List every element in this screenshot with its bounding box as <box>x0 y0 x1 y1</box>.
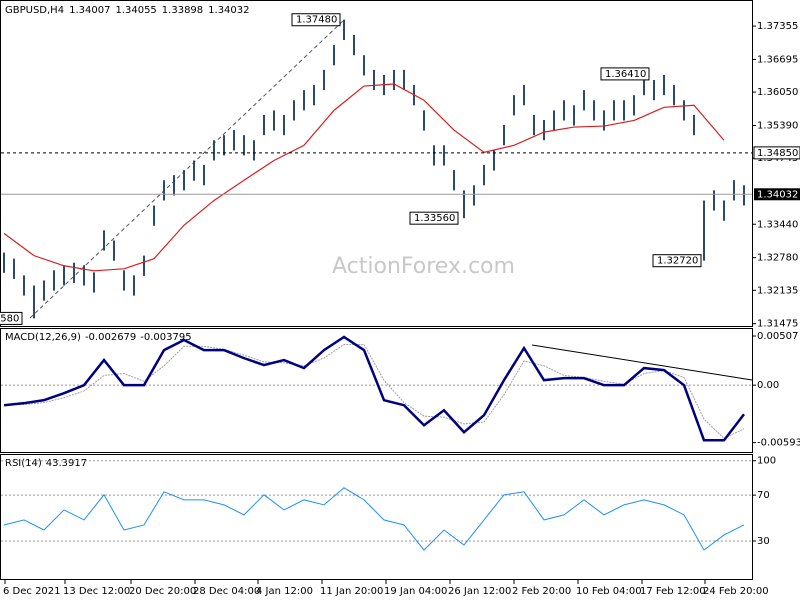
annotation-label: 1.36410 <box>605 69 646 80</box>
y-tick-label: 1.32135 <box>757 285 798 296</box>
x-tick-label: 19 Jan 04:00 <box>384 586 447 597</box>
line <box>3 83 725 272</box>
y-tick-label: 1.37355 <box>757 21 798 32</box>
level-label: 1.34850 <box>757 148 798 159</box>
annotation-box <box>652 254 702 268</box>
readout-value: 43.3917 <box>46 458 87 469</box>
y-tick-label: -0.00593 <box>757 438 800 449</box>
last-price-box <box>754 188 800 201</box>
y-tick-label: 70 <box>757 490 770 501</box>
annotation-label: 1.37480 <box>296 15 337 26</box>
annotation-box <box>0 311 23 325</box>
quote-value: 1.34007 <box>69 5 110 16</box>
price-panel <box>0 0 753 327</box>
x-tick-label: 24 Feb 20:00 <box>703 586 769 597</box>
y-tick-label: 1.31475 <box>757 319 798 330</box>
y-tick-label: 0.00507 <box>757 331 798 342</box>
line <box>3 335 745 442</box>
rsi-header: RSI(14) 43.3917 <box>5 458 87 469</box>
x-tick-label: 13 Dec 12:00 <box>63 586 130 597</box>
y-tick-label: 1.33440 <box>757 219 798 230</box>
watermark: ActionForex.com <box>332 254 515 279</box>
annotation-label: 1.31580 <box>0 313 19 324</box>
line <box>4 343 745 440</box>
y-tick-label: 1.35390 <box>757 121 798 132</box>
y-tick-label: 1.36695 <box>757 54 798 65</box>
y-tick-label: 30 <box>757 536 770 547</box>
x-tick-label: 26 Jan 12:00 <box>448 586 511 597</box>
annotation-label: 1.32720 <box>657 256 698 267</box>
quote-value: 1.34055 <box>115 5 156 16</box>
macd-header: MACD(12,26,9) -0.002679 -0.003795 <box>5 332 192 343</box>
macd-panel <box>0 328 753 453</box>
x-tick-label: 4 Jan 12:00 <box>256 586 313 597</box>
level-label-box <box>753 146 800 160</box>
rsi-title: RSI(14) <box>5 458 42 469</box>
quote-value: 1.34032 <box>208 5 249 16</box>
symbol: GBPUSD,H4 <box>5 5 64 16</box>
annotation-label: 1.33560 <box>414 213 455 224</box>
y-tick-label: 1.36050 <box>757 87 798 98</box>
readout-value: -0.002679 <box>85 332 136 343</box>
price-header: GBPUSD,H4 1.34007 1.34055 1.33898 1.34032 <box>5 5 250 16</box>
y-tick-label: 1.32780 <box>757 253 798 264</box>
x-tick-label: 20 Dec 20:00 <box>129 586 196 597</box>
annotation-box <box>409 211 459 225</box>
x-tick-label: 10 Feb 04:00 <box>576 586 642 597</box>
x-tick-label: 2 Feb 20:00 <box>512 586 571 597</box>
macd-title: MACD(12,26,9) <box>5 332 81 343</box>
annotation-box <box>291 13 341 27</box>
last-price-label: 1.34032 <box>757 189 798 200</box>
annotation-box <box>600 67 650 81</box>
x-tick-label: 6 Dec 2021 <box>3 586 61 597</box>
readout-value: -0.003795 <box>140 332 191 343</box>
line <box>3 487 745 551</box>
y-tick-label: 100 <box>757 456 776 467</box>
divergence-line <box>531 344 753 381</box>
quote-value: 1.33898 <box>162 5 203 16</box>
y-tick-label: 0.00 <box>757 380 779 391</box>
trend-line <box>29 18 346 319</box>
x-tick-label: 17 Feb 12:00 <box>640 586 706 597</box>
x-tick-label: 28 Dec 04:00 <box>193 586 260 597</box>
x-tick-label: 11 Jan 20:00 <box>320 586 383 597</box>
rsi-panel <box>0 454 753 580</box>
